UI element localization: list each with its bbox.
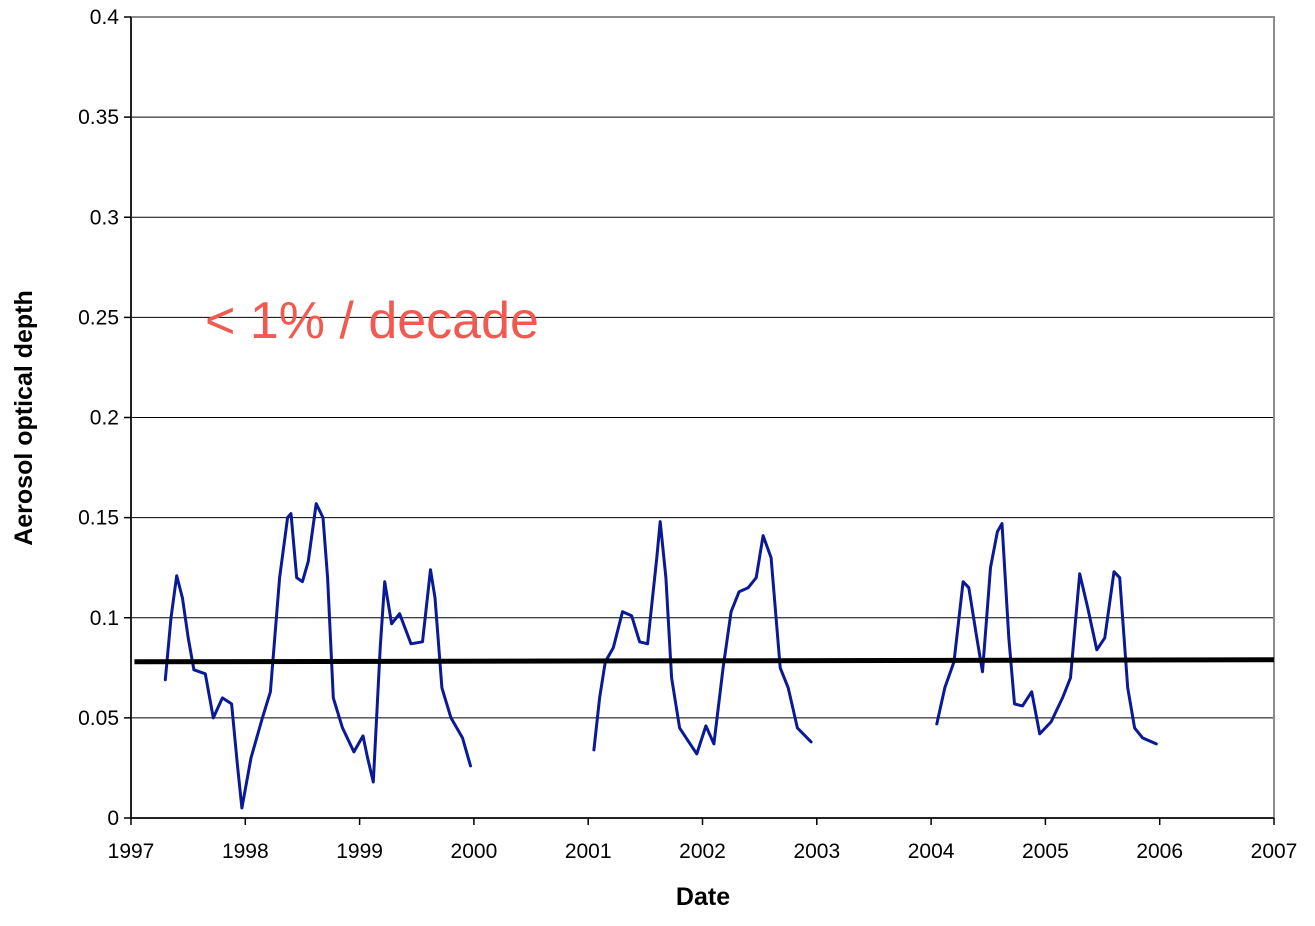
y-tick-label: 0.05 (78, 707, 119, 730)
x-tick-label: 1997 (108, 840, 155, 863)
y-tick-label: 0 (107, 807, 119, 830)
y-axis-ticks: 0 0.05 0.1 0.15 0.2 0.25 0.3 0.35 0.4 (78, 6, 131, 830)
aod-series-segment (935, 522, 1158, 746)
y-tick-label: 0.4 (90, 6, 120, 29)
y-tick-label: 0.35 (78, 106, 119, 129)
x-axis-ticks: 1997 1998 1999 2000 2001 2002 2003 2004 2005 2006… (108, 818, 1298, 863)
aod-series-segment (163, 502, 472, 810)
y-tick-label: 0.25 (78, 306, 119, 329)
y-axis-title: Aerosol optical depth (10, 290, 38, 546)
x-tick-label: 2006 (1136, 840, 1183, 863)
y-tick-label: 0.3 (90, 206, 119, 229)
x-tick-label: 2003 (793, 840, 840, 863)
x-tick-label: 1999 (336, 840, 383, 863)
y-tick-label: 0.15 (78, 507, 119, 530)
y-tick-label: 0.1 (90, 607, 119, 630)
aod-series-segment (592, 520, 813, 756)
x-tick-label: 2005 (1022, 840, 1069, 863)
x-tick-label: 2000 (451, 840, 498, 863)
series-layer (134, 502, 1275, 810)
x-tick-label: 1998 (222, 840, 269, 863)
x-tick-label: 2002 (679, 840, 726, 863)
y-tick-label: 0.2 (90, 407, 119, 430)
trend-line (134, 657, 1275, 665)
gridlines (131, 16, 1274, 719)
trend-annotation: < 1% / decade (205, 292, 539, 350)
x-axis-title: Date (676, 883, 730, 911)
x-tick-label: 2004 (908, 840, 955, 863)
x-tick-label: 2001 (565, 840, 612, 863)
x-tick-label: 2007 (1251, 840, 1298, 863)
